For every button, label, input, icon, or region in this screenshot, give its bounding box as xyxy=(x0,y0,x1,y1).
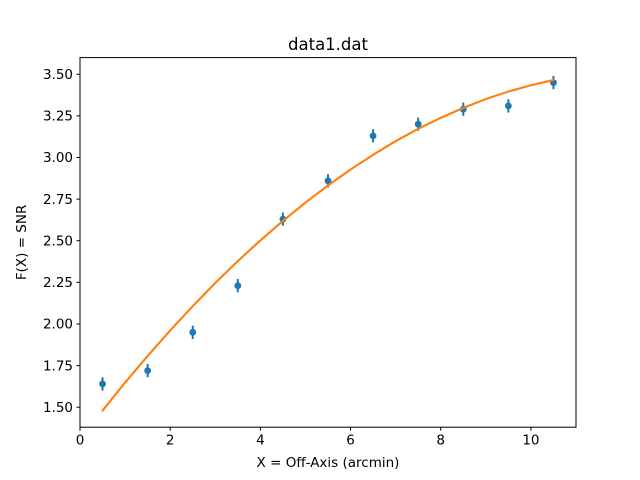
plot-area-border xyxy=(79,57,577,428)
x-tick-label: 6 xyxy=(346,433,355,449)
y-tick-label: 1.75 xyxy=(43,358,73,374)
y-tick-label: 2.00 xyxy=(43,317,73,333)
data-point xyxy=(414,120,422,128)
y-tick-label: 2.25 xyxy=(43,275,73,291)
x-tick-label: 2 xyxy=(166,433,175,449)
fit-curve xyxy=(101,79,555,412)
y-tick-label: 2.50 xyxy=(43,233,73,249)
data-point xyxy=(324,177,332,185)
x-axis-label: X = Off-Axis (arcmin) xyxy=(257,455,400,471)
y-axis-label: F(X) = SNR xyxy=(14,205,30,281)
plot-elements: 0 2 4 6 8 10 1.50 1.75 2.00 2.25 2.50 2.75 3.00 3.25 3… xyxy=(43,57,577,449)
data-point xyxy=(504,102,512,110)
data-point xyxy=(234,282,242,290)
y-tick-label: 3.50 xyxy=(43,67,73,83)
x-tick-label: 10 xyxy=(522,433,539,449)
y-tick-label: 1.50 xyxy=(43,400,73,416)
x-tick-label: 0 xyxy=(76,433,85,449)
y-tick-label: 2.75 xyxy=(43,192,73,208)
x-tick-label: 8 xyxy=(436,433,445,449)
data-point xyxy=(144,367,152,374)
data-point xyxy=(369,132,377,140)
data-point xyxy=(189,328,197,336)
chart-title: data1.dat xyxy=(288,35,368,54)
data-point xyxy=(99,380,106,388)
y-tick-label: 3.25 xyxy=(43,109,73,125)
y-tick-label: 3.00 xyxy=(43,150,73,166)
x-tick-label: 4 xyxy=(256,433,265,449)
